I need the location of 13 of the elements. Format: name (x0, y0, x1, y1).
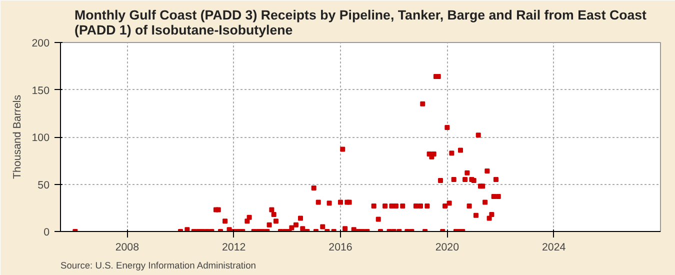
source-note: Source: U.S. Energy Information Administration (60, 260, 256, 270)
x-tick-label: 2024 (542, 242, 566, 254)
y-tick-label: 200 (32, 38, 50, 50)
y-tick-label: 50 (38, 179, 50, 192)
y-tick-label: 0 (44, 226, 50, 238)
x-tick-label: 2012 (222, 242, 246, 254)
chart-title: Monthly Gulf Coast (PADD 3) Receipts by Pipeline, Tanker, Barge and Rail from East Coast (PADD 1) of Isobutane-Isobutylene (74, 8, 648, 38)
x-tick-label: 2008 (115, 242, 140, 254)
x-tick-label: 2020 (435, 242, 460, 254)
y-tick-label: 150 (32, 84, 50, 97)
y-axis-title: Thousand Barrels (12, 94, 24, 180)
x-tick-label: 2016 (328, 242, 352, 254)
y-tick-label: 100 (32, 132, 50, 144)
